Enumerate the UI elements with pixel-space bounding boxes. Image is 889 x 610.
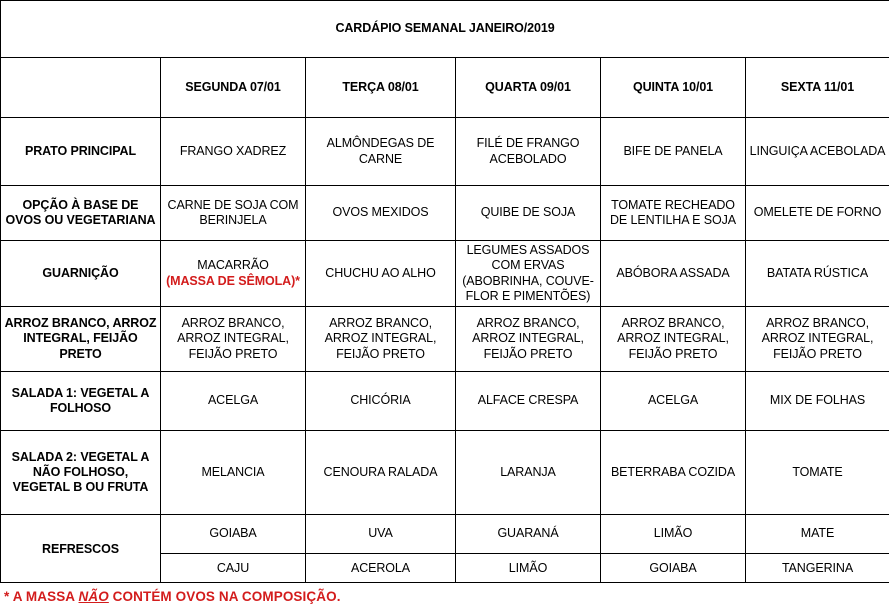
table-row: SALADA 1: VEGETAL A FOLHOSO ACELGA CHICÓ… — [0, 371, 889, 431]
day-header-quarta: QUARTA 09/01 — [455, 57, 601, 118]
cell-salada2-terca: CENOURA RALADA — [305, 430, 456, 515]
cell-prato-terca: ALMÔNDEGAS DE CARNE — [305, 117, 456, 186]
row-label-salada-2: SALADA 2: VEGETAL A NÃO FOLHOSO, VEGETAL… — [0, 430, 161, 515]
cell-refresco1-terca: UVA — [305, 514, 456, 554]
day-header-segunda: SEGUNDA 07/01 — [160, 57, 306, 118]
cell-prato-quarta: FILÉ DE FRANGO ACEBOLADO — [455, 117, 601, 186]
cell-prato-sexta: LINGUIÇA ACEBOLADA — [744, 117, 889, 186]
cell-opcao-segunda: CARNE DE SOJA COM BERINJELA — [160, 185, 306, 241]
row-label-opcao-ovos-vegetariana: OPÇÃO À BASE DE OVOS OU VEGETARIANA — [0, 185, 161, 241]
cell-salada2-quinta: BETERRABA COZIDA — [600, 430, 746, 515]
cell-refresco1-quinta: LIMÃO — [600, 514, 746, 554]
cell-guarnicao-quinta: ABÓBORA ASSADA — [600, 240, 746, 307]
cell-salada1-terca: CHICÓRIA — [305, 371, 456, 431]
cell-refresco2-sexta: TANGERINA — [744, 553, 889, 585]
cell-salada1-segunda: ACELGA — [160, 371, 306, 431]
weekly-menu-table: CARDÁPIO SEMANAL JANEIRO/2019 SEGUNDA 07… — [0, 0, 889, 585]
cell-opcao-terca: OVOS MEXIDOS — [305, 185, 456, 241]
footnote-emphasis: NÃO — [78, 589, 109, 604]
cell-guarnicao-sexta: BATATA RÚSTICA — [744, 240, 889, 307]
footnote-suffix: CONTÉM OVOS NA COMPOSIÇÃO. — [108, 589, 341, 604]
day-header-sexta: SEXTA 11/01 — [744, 57, 889, 118]
cell-refresco2-terca: ACEROLA — [305, 553, 456, 585]
cell-salada2-quarta: LARANJA — [455, 430, 601, 515]
cell-salada2-segunda: MELANCIA — [160, 430, 306, 515]
day-header-quinta: QUINTA 10/01 — [600, 57, 746, 118]
cell-refresco2-quinta: GOIABA — [600, 553, 746, 585]
row-label-prato-principal: PRATO PRINCIPAL — [0, 117, 161, 186]
table-row: REFRESCOS GOIABA UVA GUARANÁ LIMÃO MATE — [0, 514, 889, 585]
cell-guarnicao-segunda-note: (MASSA DE SÊMOLA)* — [166, 273, 300, 288]
title-row: CARDÁPIO SEMANAL JANEIRO/2019 — [0, 0, 889, 58]
cell-refresco1-sexta: MATE — [744, 514, 889, 554]
table-row: CAJU ACEROLA LIMÃO GOIABA TANGERINA — [1, 553, 889, 585]
table-row: ARROZ BRANCO, ARROZ INTEGRAL, FEIJÃO PRE… — [0, 306, 889, 372]
row-label-arroz-feijao: ARROZ BRANCO, ARROZ INTEGRAL, FEIJÃO PRE… — [0, 306, 161, 372]
table-row: OPÇÃO À BASE DE OVOS OU VEGETARIANA CARN… — [0, 185, 889, 241]
row-label-salada-1: SALADA 1: VEGETAL A FOLHOSO — [0, 371, 161, 431]
cell-arroz-quarta: ARROZ BRANCO, ARROZ INTEGRAL, FEIJÃO PRE… — [455, 306, 601, 372]
header-row: SEGUNDA 07/01 TERÇA 08/01 QUARTA 09/01 Q… — [0, 57, 889, 118]
cell-refresco2-segunda: CAJU — [160, 553, 306, 585]
footnote: * A MASSA NÃO CONTÉM OVOS NA COMPOSIÇÃO. — [0, 582, 889, 610]
cell-guarnicao-quarta: LEGUMES ASSADOS COM ERVAS (ABOBRINHA, CO… — [455, 240, 601, 307]
cell-opcao-sexta: OMELETE DE FORNO — [744, 185, 889, 241]
cell-salada1-quarta: ALFACE CRESPA — [455, 371, 601, 431]
cell-salada1-quinta: ACELGA — [600, 371, 746, 431]
cell-guarnicao-segunda: MACARRÃO (MASSA DE SÊMOLA)* — [160, 240, 306, 307]
cell-salada2-sexta: TOMATE — [744, 430, 889, 515]
document-title: CARDÁPIO SEMANAL JANEIRO/2019 — [0, 0, 889, 58]
cell-opcao-quinta: TOMATE RECHEADO DE LENTILHA E SOJA — [600, 185, 746, 241]
cell-arroz-quinta: ARROZ BRANCO, ARROZ INTEGRAL, FEIJÃO PRE… — [600, 306, 746, 372]
cell-prato-segunda: FRANGO XADREZ — [160, 117, 306, 186]
footnote-prefix: * A MASSA — [4, 589, 79, 604]
row-label-refrescos: REFRESCOS — [0, 514, 161, 585]
day-header-terca: TERÇA 08/01 — [305, 57, 456, 118]
cell-refresco1-segunda: GOIABA — [160, 514, 306, 554]
row-label-guarnicao: GUARNIÇÃO — [0, 240, 161, 307]
cell-guarnicao-terca: CHUCHU AO ALHO — [305, 240, 456, 307]
cell-prato-quinta: BIFE DE PANELA — [600, 117, 746, 186]
cell-arroz-sexta: ARROZ BRANCO, ARROZ INTEGRAL, FEIJÃO PRE… — [744, 306, 889, 372]
table-row: GUARNIÇÃO MACARRÃO (MASSA DE SÊMOLA)* CH… — [0, 240, 889, 307]
cell-guarnicao-segunda-text: MACARRÃO — [197, 258, 269, 273]
cell-arroz-terca: ARROZ BRANCO, ARROZ INTEGRAL, FEIJÃO PRE… — [305, 306, 456, 372]
cell-salada1-sexta: MIX DE FOLHAS — [744, 371, 889, 431]
table-row: SALADA 2: VEGETAL A NÃO FOLHOSO, VEGETAL… — [0, 430, 889, 515]
cell-arroz-segunda: ARROZ BRANCO, ARROZ INTEGRAL, FEIJÃO PRE… — [160, 306, 306, 372]
cell-refresco1-quarta: GUARANÁ — [455, 514, 601, 554]
cell-opcao-quarta: QUIBE DE SOJA — [455, 185, 601, 241]
table-corner-cell — [0, 57, 161, 118]
cell-refresco2-quarta: LIMÃO — [455, 553, 601, 585]
table-row: PRATO PRINCIPAL FRANGO XADREZ ALMÔNDEGAS… — [0, 117, 889, 186]
